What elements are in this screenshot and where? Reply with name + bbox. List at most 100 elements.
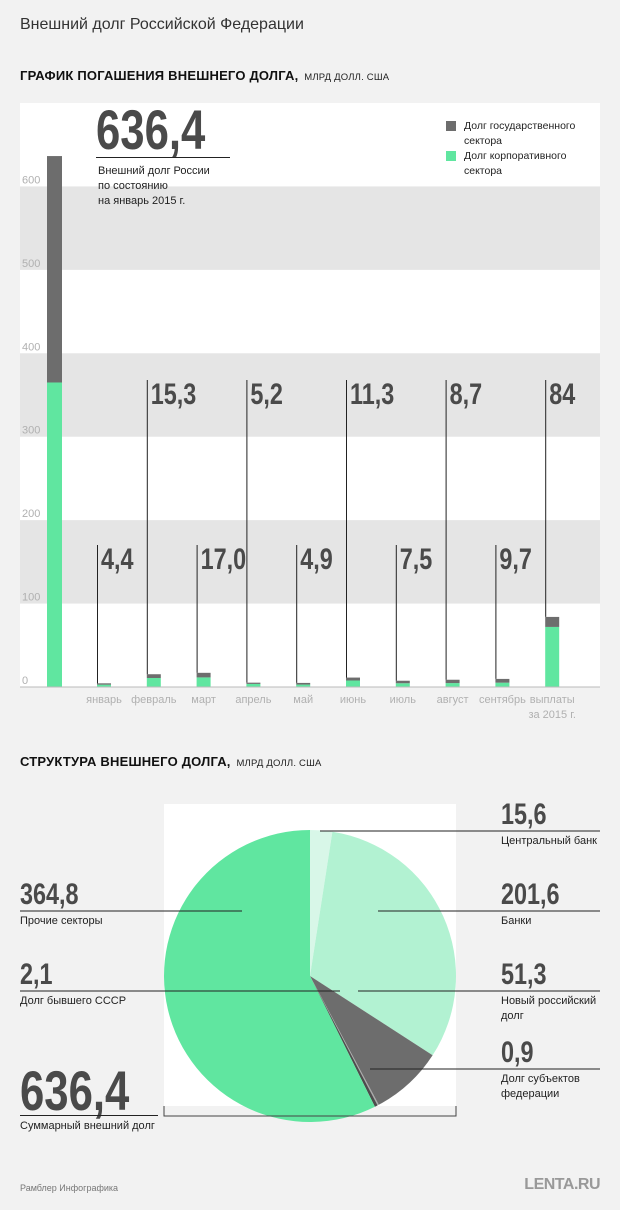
bar-corporate: [196, 677, 211, 687]
footer-logo: LENTA.RU: [524, 1176, 600, 1193]
bar-total-caption: Внешний долг России по состоянию на янва…: [98, 164, 210, 209]
bar-government: [146, 674, 161, 678]
pie-total-value: 636,4: [20, 1059, 130, 1122]
bar-value-label: 4,9: [300, 542, 333, 575]
legend-label-line: сектора: [464, 135, 503, 147]
bar-value-label: 11,3: [350, 377, 394, 410]
x-tick-label: апрель: [235, 694, 271, 706]
pie-slice-label: Долг субъектов федерации: [501, 1073, 580, 1100]
bar-value-label: 7,5: [400, 542, 433, 575]
bar-value-label: 5,2: [250, 377, 283, 410]
x-tick-label: июнь: [340, 694, 366, 706]
pie-value-label: 15,6: [501, 798, 547, 831]
pie-value-label: 364,8: [20, 878, 79, 911]
x-tick-label: март: [191, 694, 216, 706]
bar-total-caption-line: по состоянию: [98, 180, 168, 192]
bar-total-caption-line: Внешний долг России: [98, 165, 210, 177]
pie-slice-label: Банки: [501, 915, 532, 927]
x-tick-label: январь: [86, 694, 122, 706]
pie-value-label: 0,9: [501, 1036, 534, 1069]
bar-section-unit: МЛРД ДОЛЛ. США: [304, 72, 390, 83]
bar-total-underline: [96, 157, 230, 158]
pie-total-caption: Суммарный внешний долг: [20, 1120, 155, 1132]
x-tick-label: май: [293, 694, 313, 706]
bar-grid-bands: [20, 186, 600, 604]
bar-series: [47, 156, 560, 687]
pie-slice: [310, 976, 433, 1105]
bar-corporate: [246, 683, 261, 687]
pie-slice-label: Долг бывшего СССР: [20, 995, 127, 1007]
bar-value-label: 15,3: [151, 377, 197, 410]
pie-slices: [163, 830, 457, 1122]
grid-band: [20, 186, 600, 270]
bar-government: [196, 672, 211, 678]
bar-government: [395, 680, 410, 684]
bar-corporate: [296, 684, 311, 687]
pie-slice-label: Новый российский долг: [501, 995, 597, 1022]
x-tick-label: сентябрь: [479, 694, 526, 706]
legend-label-line: Долг корпоративного: [464, 150, 567, 162]
pie-value-label: 201,6: [501, 878, 560, 911]
y-tick-label: 500: [22, 258, 40, 270]
bar-total-value: 636,4: [96, 98, 206, 161]
x-tick-label: август: [437, 694, 469, 706]
y-tick-label: 100: [22, 592, 40, 604]
bar-government: [545, 616, 560, 627]
bar-value-label: 8,7: [450, 377, 483, 410]
pie-total-bracket: [163, 1106, 457, 1117]
pie-slice-label: Прочие секторы: [20, 915, 103, 927]
pie-chart: [20, 804, 600, 1122]
bar-government: [97, 683, 111, 685]
legend-swatch-government: [446, 121, 456, 131]
y-tick-label: 200: [22, 508, 40, 520]
pie-section-unit: МЛРД ДОЛЛ. США: [236, 758, 322, 769]
bar-government: [296, 682, 311, 685]
bar-value-label: 4,4: [101, 542, 134, 575]
grid-band: [20, 353, 600, 437]
pie-total-underline: [20, 1115, 158, 1116]
grid-band: [20, 520, 600, 604]
y-tick-label: 300: [22, 425, 40, 437]
bar-section-title: ГРАФИК ПОГАШЕНИЯ ВНЕШНЕГО ДОЛГА, МЛРД ДО…: [20, 68, 389, 83]
bar-government: [346, 677, 360, 681]
legend-label-line: сектора: [464, 165, 503, 177]
legend-swatch-corporate: [446, 151, 456, 161]
y-tick-label: 400: [22, 341, 40, 353]
bar-corporate: [146, 677, 161, 687]
bar-leader-lines: [97, 380, 547, 684]
bar-corporate: [346, 680, 360, 687]
pie-value-label: 51,3: [501, 958, 547, 991]
pie-section-title-text: СТРУКТУРА ВНЕШНЕГО ДОЛГА,: [20, 754, 231, 769]
bar-value-labels: 4,4 15,3 17,0 5,2 4,9 11,3 7,5 8,7 9,7 84: [101, 377, 575, 575]
x-tick-label: июль: [390, 694, 417, 706]
total-bar-government: [47, 156, 62, 383]
total-bar-corporate: [47, 382, 62, 687]
legend-label-line: Долг государственного: [464, 120, 576, 132]
legend-label-government: Долг государственного сектора: [464, 119, 575, 149]
bar-x-axis: январь февраль март апрель май июнь июль август…: [86, 694, 576, 721]
y-tick-label: 600: [22, 174, 40, 186]
bar-section-title-text: ГРАФИК ПОГАШЕНИЯ ВНЕШНЕГО ДОЛГА,: [20, 68, 299, 83]
x-tick-label: февраль: [131, 694, 177, 706]
bar-corporate: [97, 684, 111, 687]
footer-credit: Рамблер Инфографика: [20, 1183, 119, 1193]
bar-government: [445, 679, 460, 684]
pie-slice: [310, 976, 379, 1106]
bar-government: [495, 678, 510, 683]
x-tick-label: выплаты за 2015 г.: [528, 694, 575, 721]
pie-slice: [310, 976, 378, 1107]
pie-slice: [310, 830, 333, 976]
y-tick-label: 0: [22, 675, 28, 687]
bar-corporate: [445, 683, 460, 687]
bar-value-label: 9,7: [499, 542, 532, 575]
legend-label-corporate: Долг корпоративного сектора: [464, 149, 566, 179]
page-title: Внешний долг Российской Федерации: [20, 16, 304, 33]
pie-slice-label: Центральный банк: [501, 835, 597, 847]
bar-value-label: 84: [549, 377, 575, 410]
bar-value-label: 17,0: [201, 542, 247, 575]
pie-slice: [310, 831, 457, 1056]
bar-y-axis: 0 100 200 300 400 500 600: [22, 174, 40, 687]
pie-value-label: 2,1: [20, 958, 53, 991]
bar-corporate: [495, 682, 510, 687]
bar-corporate: [545, 626, 560, 687]
